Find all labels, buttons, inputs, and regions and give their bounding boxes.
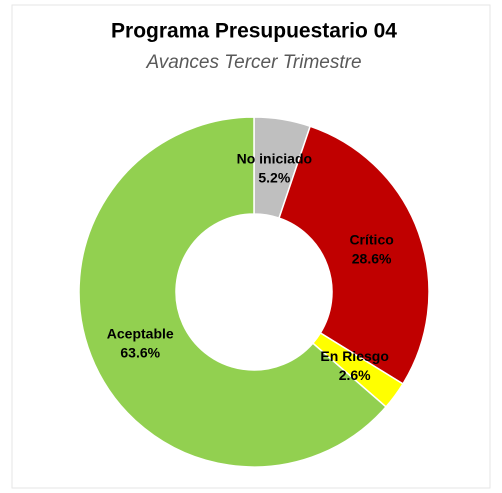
slice-label: En Riesgo (320, 348, 388, 364)
donut-slice (278, 125, 430, 385)
chart-title: Programa Presupuestario 04 (111, 20, 397, 43)
slice-value-label: 28.6% (352, 250, 392, 266)
slice-label: Aceptable (107, 326, 174, 342)
slice-label: No iniciado (237, 150, 312, 166)
donut-slice (78, 116, 388, 468)
slice-value-label: 5.2% (258, 169, 290, 185)
chart-subtitle: Avances Tercer Trimestre (145, 52, 361, 73)
slice-value-label: 63.6% (120, 345, 160, 361)
slice-value-label: 2.6% (339, 367, 371, 383)
slice-label: Crítico (349, 231, 393, 247)
